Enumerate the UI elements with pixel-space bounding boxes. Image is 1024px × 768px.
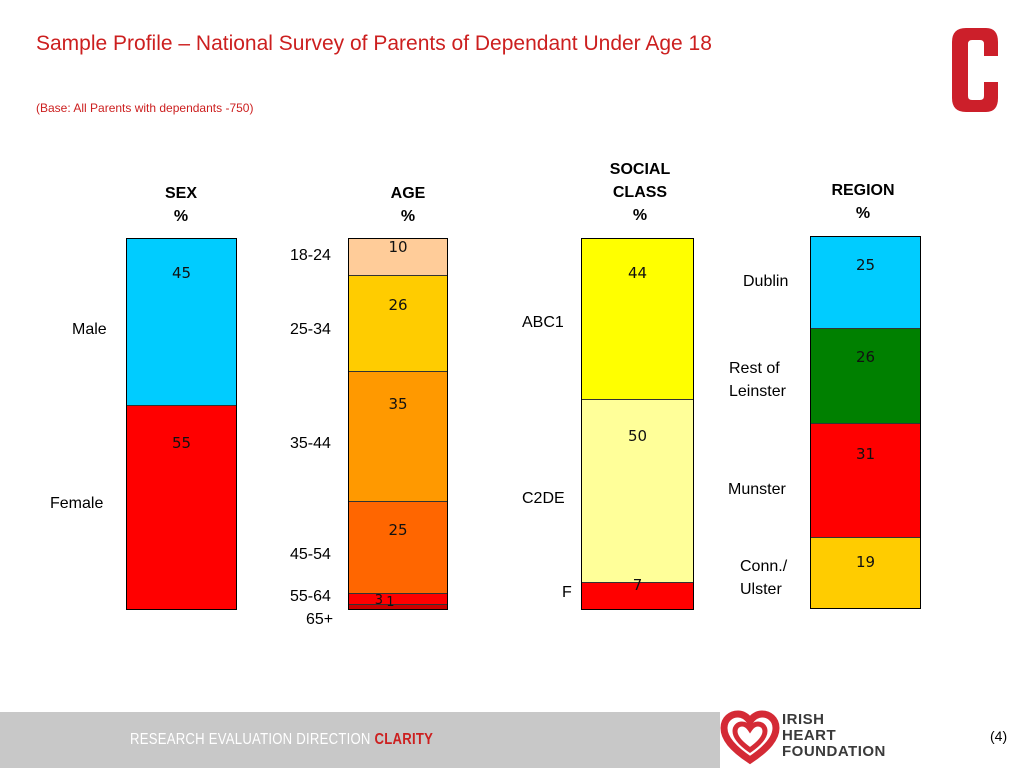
bar-value-label: 31 xyxy=(855,445,876,464)
age-label-18-24: 18-24 xyxy=(290,247,331,264)
region-label-dublin: Dublin xyxy=(743,273,789,290)
bar-value-label: 44 xyxy=(627,263,648,282)
social-header: SOCIAL CLASS % xyxy=(585,158,695,227)
bar-value-label: 25 xyxy=(855,256,876,275)
region-header: REGION % xyxy=(808,179,918,225)
social-header-title-2: CLASS xyxy=(612,184,668,201)
footer-tagline-highlight: CLARITY xyxy=(374,731,434,748)
footer-tagline: RESEARCH EVALUATION DIRECTION CLARITY xyxy=(130,731,433,749)
age-label-65-plus: 65+ xyxy=(306,611,334,628)
age-bar: 10 26 35 25 3 1 xyxy=(348,238,448,610)
bar-value-label: 19 xyxy=(855,553,876,572)
footer-bar xyxy=(0,712,720,768)
social-class-bar: 44 50 7 xyxy=(581,238,694,610)
org-name-line1: IRISH xyxy=(782,711,825,728)
page-subtitle: (Base: All Parents with dependants -750) xyxy=(36,101,254,115)
bar-segment: 31 xyxy=(811,424,920,539)
sex-label-female: Female xyxy=(50,495,104,512)
region-label-rest-of-leinster-line1: Rest of xyxy=(729,360,780,377)
age-header-unit: % xyxy=(400,208,416,225)
sex-header-title: SEX xyxy=(164,185,197,202)
region-header-title: REGION xyxy=(831,182,895,199)
sex-label-male: Male xyxy=(72,321,107,338)
sex-bar: 45 55 xyxy=(126,238,237,610)
sex-header: SEX % xyxy=(126,182,236,228)
c-logo-icon xyxy=(952,28,998,112)
bar-segment: 26 xyxy=(811,328,920,425)
bar-value-label: 25 xyxy=(388,521,408,540)
bar-value-label: 1 xyxy=(386,595,395,611)
age-label-25-34: 25-34 xyxy=(290,321,331,338)
region-label-conn-ulster-line1: Conn./ xyxy=(740,558,788,575)
bar-value-label: 10 xyxy=(388,237,408,256)
bar-value-label: 3 xyxy=(374,593,383,609)
bar-value-label: 7 xyxy=(632,576,643,595)
bar-segment: 44 xyxy=(582,239,693,401)
bar-value-label: 50 xyxy=(627,426,648,445)
page-title: Sample Profile – National Survey of Pare… xyxy=(36,32,712,55)
age-header-title: AGE xyxy=(390,185,426,202)
age-label-35-44: 35-44 xyxy=(290,435,331,452)
region-label-rest-of-leinster: Rest of Leinster xyxy=(729,357,786,403)
bar-value-label: 45 xyxy=(171,264,192,283)
bar-segment: 3 xyxy=(349,593,447,609)
org-name: IRISH HEART FOUNDATION xyxy=(782,712,886,760)
bar-segment: 10 xyxy=(349,237,447,276)
social-label-c2de: C2DE xyxy=(522,490,565,507)
region-bar: 25 26 31 19 xyxy=(810,236,921,609)
region-label-conn-ulster-line2: Ulster xyxy=(740,581,782,598)
social-header-title-1: SOCIAL xyxy=(609,161,671,178)
region-header-unit: % xyxy=(855,205,871,222)
bar-segment: 19 xyxy=(811,538,920,608)
bar-segment: 1 xyxy=(349,595,447,610)
bar-segment: 26 xyxy=(349,276,447,373)
region-label-conn-ulster: Conn./ Ulster xyxy=(740,555,787,601)
sex-header-unit: % xyxy=(173,208,189,225)
bar-segment: 35 xyxy=(349,372,447,502)
bar-segment: 45 xyxy=(127,239,236,406)
age-label-55-64: 55-64 xyxy=(290,588,331,605)
org-name-line3: FOUNDATION xyxy=(782,743,886,760)
age-header: AGE % xyxy=(353,182,463,228)
social-header-unit: % xyxy=(632,207,648,224)
bar-segment: 25 xyxy=(811,237,920,329)
footer-tagline-prefix: RESEARCH EVALUATION DIRECTION xyxy=(130,731,375,748)
social-label-abc1: ABC1 xyxy=(522,314,564,331)
social-label-f: F xyxy=(562,584,572,601)
bar-segment: 55 xyxy=(127,405,236,609)
bar-segment: 25 xyxy=(349,501,447,595)
bar-value-label: 55 xyxy=(171,433,192,452)
region-label-rest-of-leinster-line2: Leinster xyxy=(729,383,786,400)
heart-logo-icon xyxy=(720,710,780,765)
bar-value-label: 26 xyxy=(855,348,876,367)
org-name-line2: HEART xyxy=(782,727,837,744)
age-label-45-54: 45-54 xyxy=(290,546,331,563)
bar-segment: 7 xyxy=(582,576,693,609)
bar-value-label: 35 xyxy=(388,394,408,413)
region-label-munster: Munster xyxy=(728,481,786,498)
bar-segment: 50 xyxy=(582,400,693,584)
bar-value-label: 26 xyxy=(388,295,408,314)
page-number: (4) xyxy=(990,728,1008,744)
